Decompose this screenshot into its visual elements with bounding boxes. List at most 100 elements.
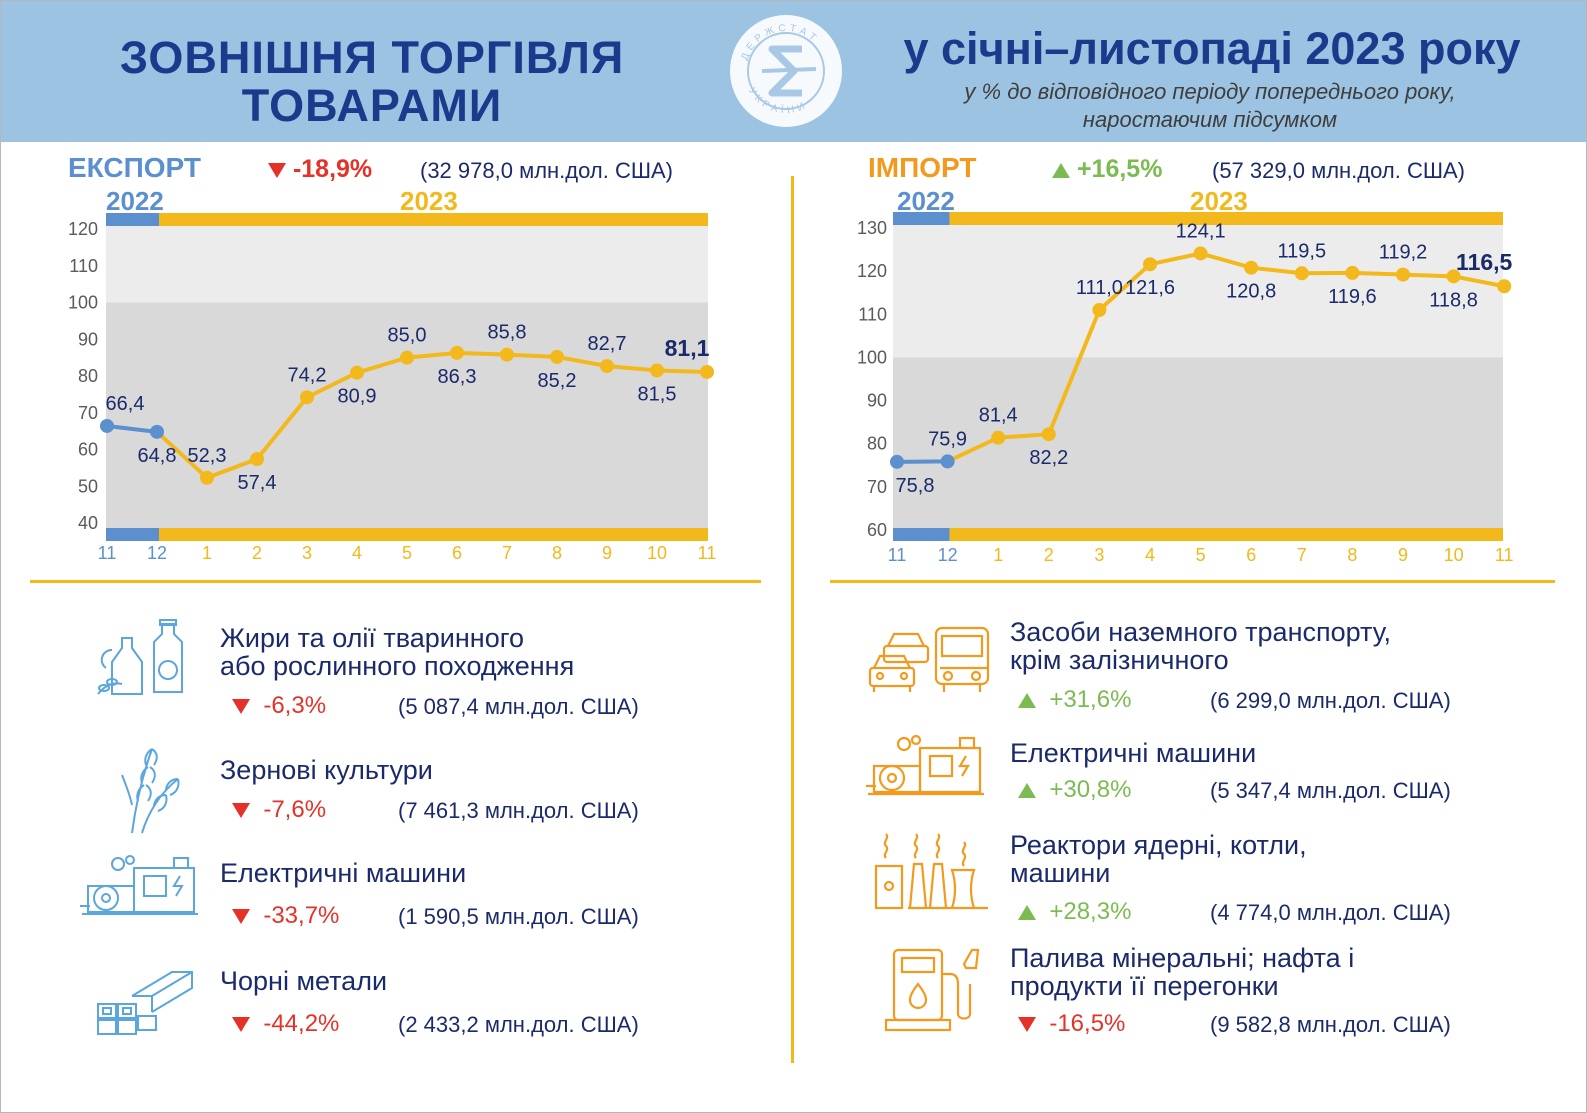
export-data-label: 66,4 [106, 393, 145, 415]
import-xtick-label: 10 [1444, 545, 1464, 565]
export-year-2022: 2022 [106, 186, 164, 216]
export-timeline-top-2023 [159, 213, 708, 226]
import-product-1-change-value: +31,6% [1049, 686, 1132, 713]
import-timeline-top-2022 [893, 212, 950, 225]
title-line-1: ЗОВНІШНЯ ТОРГІВЛЯ [119, 32, 625, 83]
import-product-1-line-2: крім залізничного [1010, 645, 1229, 675]
wheat-icon [121, 748, 180, 834]
import-year-2023: 2023 [1190, 186, 1248, 216]
export-data-label: 80,9 [338, 386, 377, 408]
import-product-4-change-value: -16,5% [1049, 1010, 1126, 1037]
export-ytick-label: 70 [78, 403, 98, 423]
down-triangle-icon [1018, 1017, 1036, 1033]
import-product-3-line-2: машини [1010, 858, 1111, 888]
import-product-4-line-2: продукти її перегонки [1010, 971, 1279, 1001]
import-product-3-change: +28,3% [1018, 898, 1131, 926]
import-point [890, 454, 904, 469]
electric-machine-icon [866, 734, 984, 796]
export-data-label: 81,5 [638, 383, 677, 405]
up-triangle-icon [1018, 905, 1036, 921]
export-data-label: 64,8 [138, 445, 177, 467]
import-ytick-label: 60 [867, 520, 887, 540]
import-product-3-title: Реактори ядерні, котли, машини [1010, 831, 1307, 887]
import-change-value: +16,5% [1076, 155, 1163, 183]
import-product-2-change-value: +30,8% [1049, 776, 1132, 803]
down-triangle-icon [232, 803, 250, 819]
derzhstat-logo: ДЕРЖСТАТ УКРАЇНИ [730, 15, 842, 127]
import-data-label: 121,6 [1125, 277, 1175, 299]
export-data-label: 57,4 [238, 472, 277, 494]
export-data-label: 52,3 [188, 445, 227, 467]
up-triangle-icon [1018, 783, 1036, 799]
export-line-2023 [155, 350, 708, 481]
power-plant-icon [874, 833, 988, 910]
export-data-label: 86,3 [438, 366, 477, 388]
export-product-4-title: Чорні метали [220, 966, 388, 996]
import-point [1345, 265, 1360, 280]
fuel-pump-icon [884, 948, 980, 1032]
export-product-3-change: -33,7% [232, 902, 339, 930]
export-xtick-label: 1 [202, 543, 212, 563]
import-data-label: 118,8 [1429, 289, 1478, 311]
import-data-label: 75,9 [928, 428, 967, 450]
export-point [500, 347, 514, 362]
import-xtick-label: 3 [1094, 545, 1104, 565]
export-ytick-label: 60 [78, 440, 98, 460]
import-title: ІМПОРТ [868, 152, 977, 183]
import-point [1041, 427, 1056, 442]
import-xtick-label: 12 [938, 545, 958, 565]
import-data-label: 120,8 [1226, 281, 1276, 303]
import-product-2-value: (5 347,4 млн.дол. США) [1210, 778, 1451, 803]
import-point [1446, 269, 1461, 284]
import-ytick-label: 70 [867, 477, 887, 497]
electric-machine-icon [80, 855, 198, 915]
import-ytick-label: 100 [857, 347, 887, 367]
export-band-grey [106, 302, 708, 529]
export-product-2-change: -7,6% [232, 796, 326, 824]
export-ytick-label: 40 [78, 513, 98, 533]
export-xtick-label: 4 [352, 543, 362, 563]
import-ytick-label: 90 [867, 391, 887, 411]
export-data-label: 85,2 [538, 370, 577, 392]
import-data-label: 82,2 [1029, 447, 1068, 469]
vehicles-icon [868, 626, 990, 692]
export-product-4-change-value: -44,2% [263, 1010, 340, 1037]
import-product-3-line-1: Реактори ядерні, котли, [1010, 830, 1307, 860]
export-ytick-label: 50 [78, 476, 98, 496]
import-product-1-title: Засоби наземного транспорту, крім залізн… [1010, 618, 1391, 674]
export-product-1-line-1: Жири та олії тваринного [220, 623, 525, 653]
import-total: (57 329,0 млн.дол. США) [1212, 158, 1465, 183]
export-point [400, 350, 414, 365]
import-xtick-label: 9 [1398, 545, 1408, 565]
export-data-label: 81,1 [665, 335, 710, 361]
export-product-4-value: (2 433,2 млн.дол. США) [398, 1012, 639, 1037]
metal-beams-icon [97, 971, 193, 1035]
export-point [200, 470, 214, 485]
import-point [1092, 302, 1107, 317]
import-ytick-label: 80 [867, 434, 887, 454]
import-xtick-label: 6 [1246, 545, 1256, 565]
import-point [1396, 267, 1410, 282]
export-product-1-change-value: -6,3% [263, 692, 327, 719]
import-ytick-label: 120 [857, 261, 887, 281]
export-xtick-label: 3 [302, 543, 312, 563]
export-product-1-line-2: або рослинного походження [220, 651, 575, 681]
export-data-label: 85,0 [388, 325, 427, 347]
export-timeline-bottom-2022 [106, 528, 159, 541]
import-xtick-label: 2 [1044, 545, 1054, 565]
export-total: (32 978,0 млн.дол. США) [420, 158, 673, 183]
import-product-1-line-1: Засоби наземного транспорту, [1010, 617, 1392, 647]
export-point [550, 349, 564, 364]
export-point [600, 359, 614, 374]
export-product-2-title: Зернові культури [220, 755, 433, 785]
import-divider [830, 580, 1555, 583]
subtitle: у % до відповідного періоду попереднього… [880, 78, 1540, 134]
import-timeline-bottom-2022 [893, 528, 950, 541]
export-point [100, 418, 114, 433]
import-product-3-value: (4 774,0 млн.дол. США) [1210, 900, 1451, 925]
import-line-2023 [946, 251, 1505, 464]
export-product-2-value: (7 461,3 млн.дол. США) [398, 798, 639, 823]
export-product-1-value: (5 087,4 млн.дол. США) [398, 694, 639, 719]
export-title: ЕКСПОРТ [68, 152, 201, 183]
